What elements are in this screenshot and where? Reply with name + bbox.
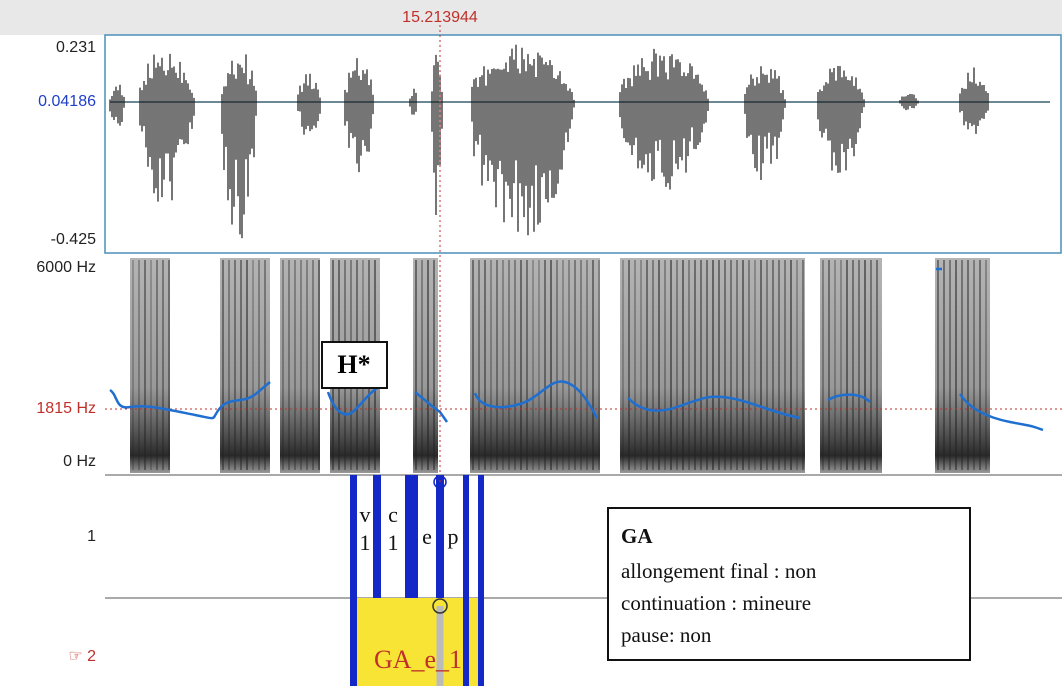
left-margin xyxy=(0,35,105,686)
info-line: pause: non xyxy=(621,623,712,647)
boundary xyxy=(436,475,444,598)
frequency-cursor: 1815 Hz xyxy=(36,400,96,417)
interval-label: p xyxy=(448,524,459,549)
boundary xyxy=(373,475,381,598)
spectrogram-region xyxy=(220,258,270,473)
interval-label: v xyxy=(360,502,371,527)
cursor-time: 15.213944 xyxy=(402,9,478,26)
interval-label: 1 xyxy=(360,530,371,555)
info-title: GA xyxy=(621,524,653,548)
annotation: H* xyxy=(337,350,370,379)
spectrogram xyxy=(130,258,990,473)
frequency-max: 6000 Hz xyxy=(36,259,96,276)
tier-label[interactable]: 1 xyxy=(87,528,96,545)
boundary xyxy=(463,475,469,686)
info-line: continuation : mineure xyxy=(621,591,811,615)
tier-label[interactable]: ☞ 2 xyxy=(68,648,96,665)
interval-label: GA_e_1 xyxy=(374,645,462,674)
amplitude-max: 0.231 xyxy=(56,39,96,56)
interval-label: 1 xyxy=(388,530,399,555)
waveform xyxy=(110,45,1050,238)
waveform-trace xyxy=(110,45,1000,238)
info-line: allongement final : non xyxy=(621,559,817,583)
interval-label: e xyxy=(422,524,432,549)
boundary xyxy=(350,475,357,686)
boundary xyxy=(478,475,484,686)
top-strip xyxy=(0,0,1062,35)
amplitude-min: -0.425 xyxy=(51,231,96,248)
frequency-min: 0 Hz xyxy=(63,453,96,470)
praat-editor: H* 15.213944 0.231 0.04186 -0.425 6000 H… xyxy=(0,0,1062,686)
interval-label: c xyxy=(388,502,398,527)
amplitude-cursor: 0.04186 xyxy=(38,93,96,110)
page: H* 15.213944 0.231 0.04186 -0.425 6000 H… xyxy=(0,0,1062,686)
boundary xyxy=(405,475,418,598)
